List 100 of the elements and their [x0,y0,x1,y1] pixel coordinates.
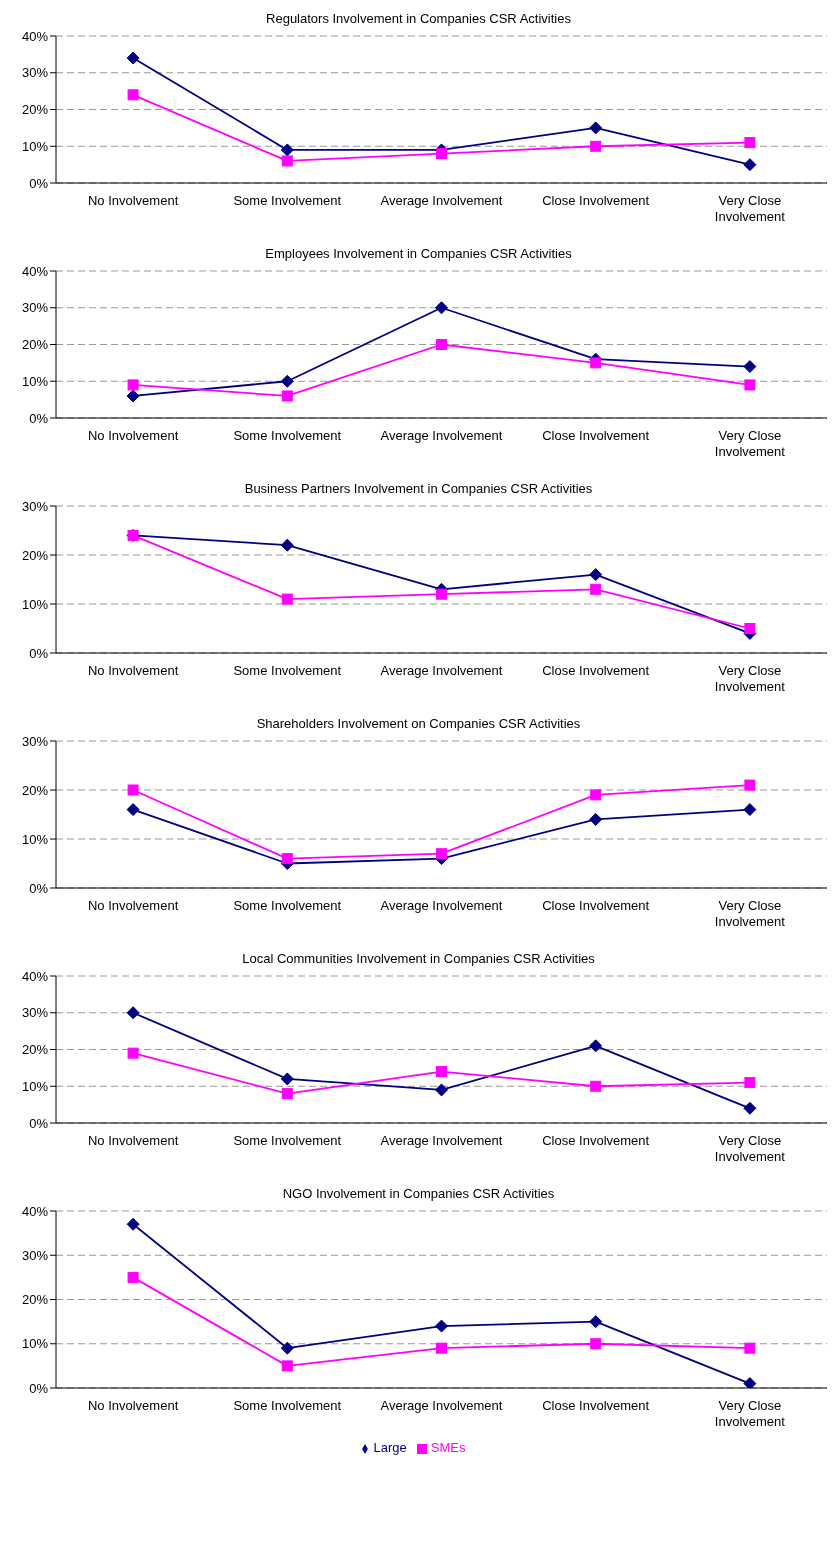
y-tick-label: 40% [21,968,49,984]
point [743,1101,757,1115]
x-tick-label: Some Involvement [233,663,342,678]
x-tick-label: Very Close Involvement [714,1133,786,1164]
point [280,1072,294,1086]
point [435,1083,448,1097]
x-tick-label: No Involvement [87,1398,179,1413]
x-tick-label: No Involvement [87,663,179,678]
x-tick-label: No Involvement [87,1133,179,1148]
y-tick-label: 20% [21,102,49,118]
point [127,379,139,391]
point [280,143,294,157]
y-tick-label: 0% [29,1115,49,1131]
point [435,1319,448,1333]
x-tick-label: Some Involvement [233,1133,342,1148]
x-tick-label: Close Involvement [542,663,650,678]
point [126,51,140,65]
point [589,1039,603,1053]
point [126,803,140,817]
point [589,121,603,135]
x-tick-label: Average Involvement [380,663,503,678]
point [589,568,603,582]
point [436,588,447,600]
y-tick-label: 20% [21,547,49,563]
x-tick-label: Some Involvement [233,193,342,208]
point [127,1271,139,1283]
y-tick-label: 0% [29,175,49,191]
point [281,390,293,402]
y-tick-label: 10% [21,831,49,847]
x-tick-label: No Involvement [87,898,179,913]
x-tick-label: Close Involvement [542,898,650,913]
legend-label: Large [373,1440,407,1455]
point [127,1047,139,1059]
point [744,379,756,391]
point [281,155,293,167]
point [590,583,602,595]
point [743,803,757,817]
point [589,812,603,826]
x-tick-label: No Involvement [87,193,179,208]
point [743,158,757,172]
x-tick-label: Some Involvement [233,1398,342,1413]
point [436,1342,447,1354]
y-tick-label: 40% [21,28,49,44]
x-tick-label: Some Involvement [233,898,342,913]
x-tick-label: Close Involvement [542,428,650,443]
point [436,339,447,350]
point [281,853,293,865]
point [126,1217,140,1231]
chart-title: NGO Involvement in Companies CSR Activities [281,1185,556,1203]
x-tick-label: Close Involvement [542,1133,650,1148]
y-tick-label: 0% [29,645,49,661]
y-tick-label: 40% [21,1203,49,1219]
point [590,140,602,152]
y-tick-label: 10% [21,1336,49,1352]
point [590,789,602,801]
point [281,593,293,605]
x-tick-label: Close Involvement [542,1398,650,1413]
y-tick-label: 20% [21,1292,49,1308]
y-tick-label: 30% [21,733,49,749]
x-tick-label: No Involvement [87,428,179,443]
x-tick-label: Average Involvement [380,898,503,913]
y-tick-label: 10% [21,596,49,612]
point [590,357,602,369]
x-tick-label: Very Close Involvement [714,663,786,694]
point [743,360,757,374]
chart-title: Business Partners Involvement in Companies CSR Activities [243,480,594,498]
point [590,1338,602,1350]
x-tick-label: Very Close Involvement [714,1398,786,1429]
point [280,538,294,552]
point [743,1377,757,1388]
x-tick-label: Average Involvement [380,428,503,443]
point [589,1315,603,1329]
legend-label: SMEs [430,1440,466,1455]
x-tick-label: Average Involvement [380,1398,503,1413]
point [744,779,756,791]
point [744,137,756,149]
y-tick-label: 20% [21,337,49,353]
x-tick-label: Average Involvement [380,193,503,208]
y-tick-label: 40% [21,263,49,279]
y-tick-label: 0% [29,880,49,896]
x-tick-label: Very Close Involvement [714,428,786,459]
chart-title: Shareholders Involvement on Companies CSR Activities [255,715,582,733]
y-tick-label: 0% [29,410,49,426]
point [281,1088,293,1100]
y-tick-label: 30% [21,1247,49,1263]
x-tick-label: Very Close Involvement [714,898,786,929]
point [436,148,447,160]
x-tick-label: Close Involvement [542,193,650,208]
point [744,1077,756,1089]
point [127,784,139,796]
point [744,1342,756,1354]
x-tick-label: Very Close Involvement [714,193,786,224]
y-tick-label: 20% [21,1042,49,1058]
y-tick-label: 30% [21,300,49,316]
chart-title: Employees Involvement in Companies CSR Activities [264,245,573,263]
point [126,1006,140,1020]
chart-title: Regulators Involvement in Companies CSR Activities [265,10,572,28]
chart-title: Local Communities Involvement in Companies CSR Activities [241,950,596,968]
y-tick-label: 30% [21,498,49,514]
y-tick-label: 0% [29,1380,49,1396]
